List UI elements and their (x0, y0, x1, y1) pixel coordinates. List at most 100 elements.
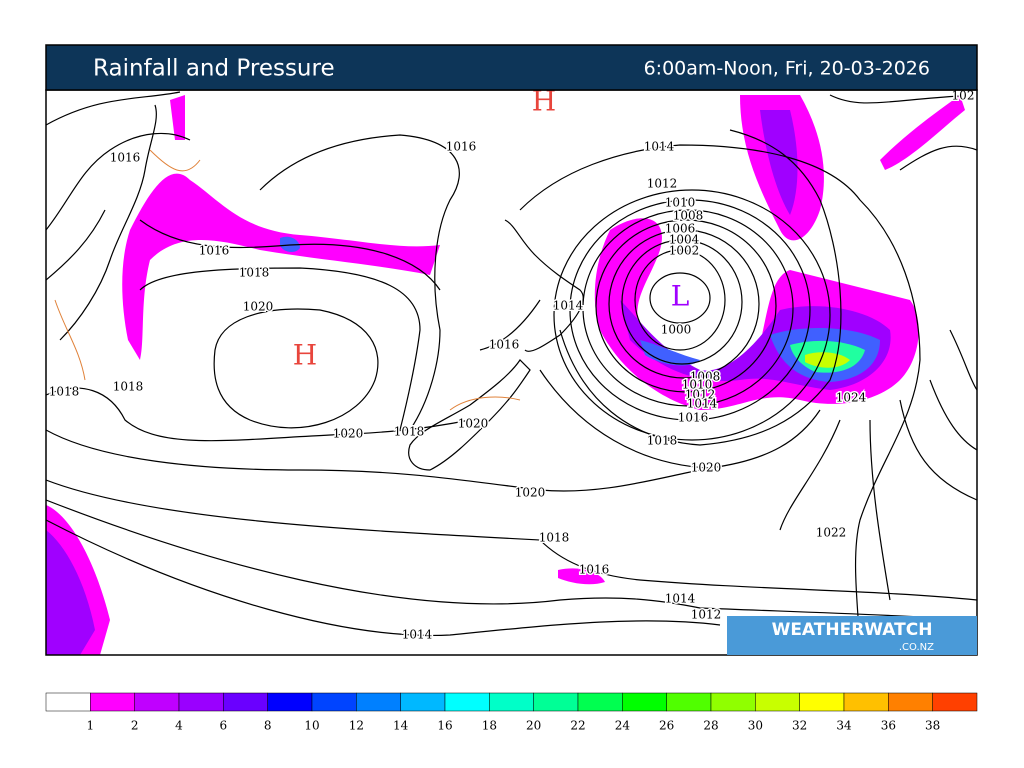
legend-swatch (666, 692, 712, 712)
legend-label: 28 (703, 719, 718, 733)
high-pressure: H (293, 339, 317, 372)
legend-label: 34 (836, 719, 852, 733)
isobar-label: 1020 (243, 300, 274, 314)
header-title: Rainfall and Pressure (93, 56, 335, 82)
legend-swatch (932, 692, 978, 712)
legend-label: 14 (393, 719, 409, 733)
isobar-label: 1016 (110, 151, 141, 165)
rain-area (558, 568, 605, 585)
isobar-label: 1020 (515, 486, 546, 500)
isobar-label: 1014 (644, 140, 675, 154)
legend-swatch (90, 692, 135, 712)
isobar-label: 1002 (669, 244, 700, 258)
legend-swatch (223, 692, 268, 712)
legend-label: 6 (220, 719, 228, 733)
isobar-label: 1010 (682, 378, 713, 392)
legend-label: 30 (748, 719, 763, 733)
isobar-label: 1006 (665, 222, 696, 236)
isobar-label: 102 (952, 89, 975, 103)
isobar-label: 1016 (489, 338, 520, 352)
legend-label: 4 (175, 719, 183, 733)
legend-swatch (267, 692, 313, 712)
isobar-label: 1010 (665, 196, 696, 210)
isobar-label: 1018 (647, 434, 678, 448)
legend: 1 2 4 6 8 10 12 14 16 18 20 22 24 26 28 30 32 34 36 38 (45, 692, 978, 733)
legend-swatch (311, 692, 357, 712)
legend-swatch (755, 692, 800, 712)
legend-label: 24 (615, 719, 631, 733)
legend-swatch (356, 692, 401, 712)
legend-label: 32 (792, 719, 807, 733)
isobar-label: 1018 (113, 380, 144, 394)
rain-area (805, 352, 850, 368)
legend-swatch (489, 692, 534, 712)
isobar-label: 1020 (333, 427, 364, 441)
rain-area (46, 530, 95, 655)
legend-swatch (843, 692, 889, 712)
isobar-label: 1020 (458, 417, 489, 431)
isobar-label: 1024 (836, 391, 867, 405)
isobar-label: 1022 (816, 526, 847, 540)
isobar-label: 1018 (239, 266, 270, 280)
rain-area (122, 173, 440, 360)
legend-label: 8 (264, 719, 272, 733)
isobar-label: 1004 (669, 233, 700, 247)
legend-label: 26 (659, 719, 674, 733)
isobar-label: 1012 (647, 177, 678, 191)
rain-area (640, 340, 700, 366)
legend-swatch (178, 692, 224, 712)
isobar-label: 1018 (394, 425, 425, 439)
legend-label: 36 (881, 719, 896, 733)
legend-swatch (400, 692, 446, 712)
coastline (46, 104, 157, 341)
coastline (54, 149, 521, 411)
isobar-label: 1016 (678, 411, 709, 425)
isobar-label: 1018 (539, 531, 570, 545)
coastline (408, 219, 584, 471)
isobar-label: 1008 (673, 209, 704, 223)
rain-area (280, 236, 300, 252)
header-period: 6:00am-Noon, Fri, 20-03-2026 (644, 58, 930, 80)
legend-swatch (710, 692, 756, 712)
legend-label: 12 (349, 719, 364, 733)
legend-swatch (799, 692, 845, 712)
legend-label: 1 (87, 719, 95, 733)
isobar-label: 1008 (690, 370, 721, 384)
logo-domain: .CO.NZ (899, 642, 934, 653)
isobar-label: 1000 (661, 323, 692, 337)
isobar-label: 1020 (691, 461, 722, 475)
legend-swatch (134, 692, 180, 712)
rain-area (880, 95, 965, 170)
high-pressure: H (532, 85, 556, 118)
logo-box (727, 616, 977, 655)
legend-label: 20 (526, 719, 541, 733)
legend-swatch (577, 692, 623, 712)
rain-area (760, 110, 798, 215)
legend-swatch (444, 692, 490, 712)
legend-label: 18 (482, 719, 497, 733)
logo-name: WEATHERWATCH (772, 620, 933, 640)
isobar-label: 1014 (553, 299, 584, 313)
isobar-label: 1018 (49, 385, 80, 399)
isobar-label: 1016 (446, 140, 477, 154)
legend-label: 38 (925, 719, 940, 733)
isobar-label: 1016 (199, 244, 230, 258)
header-bar (45, 44, 978, 91)
legend-label: 22 (570, 719, 585, 733)
isobar-label: 1012 (691, 608, 722, 622)
isobar-label: 1014 (665, 592, 696, 606)
legend-swatch (888, 692, 933, 712)
legend-swatch (622, 692, 667, 712)
legend-swatch (533, 692, 579, 712)
isobar-label: 1014 (402, 628, 433, 642)
isobar-label: 1012 (685, 388, 716, 402)
rain-area (170, 95, 185, 140)
legend-label: 2 (131, 719, 139, 733)
legend-label: 10 (304, 719, 319, 733)
isobar-label: 1014 (687, 397, 718, 411)
isobar-label: 1016 (579, 563, 610, 577)
